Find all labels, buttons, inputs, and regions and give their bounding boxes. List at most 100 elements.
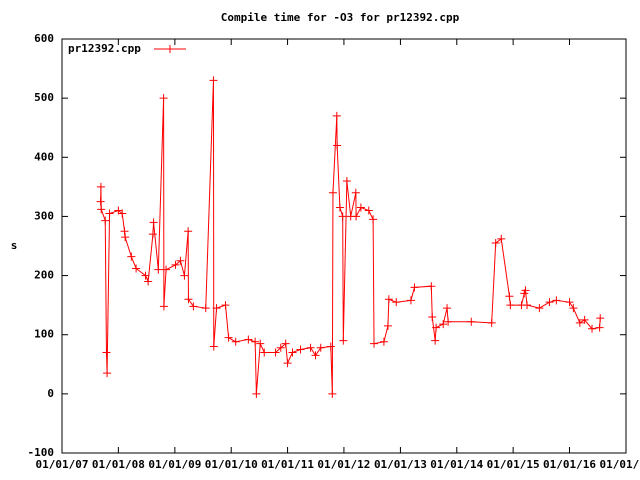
point-marker [283, 359, 292, 368]
point-marker [523, 301, 532, 310]
point-marker [383, 321, 392, 330]
point-marker [328, 188, 337, 197]
point-marker [162, 265, 171, 274]
point-marker [552, 296, 561, 305]
y-tick-label: 300 [34, 209, 54, 222]
point-marker [370, 339, 379, 348]
point-marker [364, 206, 373, 215]
point-marker [487, 318, 496, 327]
point-marker [588, 324, 597, 333]
point-marker [121, 233, 130, 242]
point-marker [120, 227, 129, 236]
point-marker [443, 304, 452, 313]
point-marker [96, 182, 105, 191]
y-tick-label: -100 [28, 446, 55, 459]
point-marker [96, 197, 105, 206]
x-tick-label: 01/01/15 [487, 458, 540, 471]
point-marker [565, 298, 574, 307]
point-marker [176, 256, 185, 265]
point-marker [580, 315, 589, 324]
point-marker [333, 141, 342, 150]
point-marker [105, 209, 114, 218]
point-marker [427, 282, 436, 291]
point-marker [506, 301, 515, 310]
x-tick-label: 01/01/10 [205, 458, 258, 471]
y-tick-label: 600 [34, 32, 54, 45]
y-axis-label: s [11, 239, 18, 252]
point-marker [351, 188, 360, 197]
x-tick-label: 01/01/14 [430, 458, 483, 471]
y-tick-label: 0 [47, 387, 54, 400]
point-marker [575, 318, 584, 327]
x-tick-label: 01/01/07 [36, 458, 89, 471]
point-marker [316, 343, 325, 352]
point-marker [328, 389, 337, 398]
point-marker [356, 203, 365, 212]
point-marker [224, 333, 233, 342]
point-marker [296, 345, 305, 354]
point-marker [102, 348, 111, 357]
point-marker [159, 302, 168, 311]
point-marker [595, 323, 604, 332]
point-marker [352, 212, 361, 221]
point-marker [521, 286, 530, 295]
point-marker [221, 301, 230, 310]
point-marker [201, 304, 210, 313]
point-marker [184, 295, 193, 304]
chart-title: Compile time for -O3 for pr12392.cpp [221, 11, 460, 24]
point-marker [535, 304, 544, 313]
point-marker [288, 348, 297, 357]
point-marker [209, 76, 218, 85]
legend-marker [166, 45, 174, 53]
point-marker [326, 342, 335, 351]
point-marker [189, 302, 198, 311]
point-marker [97, 205, 106, 214]
x-tick-label: 01/01/08 [92, 458, 145, 471]
point-marker [184, 227, 193, 236]
point-marker [231, 337, 240, 346]
point-marker [148, 230, 157, 239]
y-tick-label: 200 [34, 269, 54, 282]
point-marker [545, 298, 554, 307]
point-marker [431, 336, 440, 345]
point-marker [342, 176, 351, 185]
point-marker [569, 304, 578, 313]
point-marker [101, 216, 110, 225]
x-tick-label: 01/01/11 [261, 458, 314, 471]
y-tick-label: 100 [34, 328, 54, 341]
x-tick-label: 01/01/09 [148, 458, 201, 471]
y-tick-label: 500 [34, 91, 54, 104]
point-marker [444, 317, 453, 326]
point-marker [118, 209, 127, 218]
x-tick-label: 01/01/13 [374, 458, 427, 471]
point-marker [209, 342, 218, 351]
point-marker [497, 234, 506, 243]
point-marker [428, 312, 437, 321]
point-marker [491, 239, 500, 248]
point-marker [127, 252, 136, 261]
point-marker [141, 271, 150, 280]
point-marker [281, 339, 290, 348]
point-marker [505, 292, 514, 301]
point-marker [159, 94, 168, 103]
point-marker [338, 212, 347, 221]
point-marker [332, 111, 341, 120]
point-marker [149, 218, 158, 227]
point-marker [467, 317, 476, 326]
point-marker [256, 339, 265, 348]
point-marker [432, 323, 441, 332]
point-marker [251, 337, 260, 346]
point-marker [410, 283, 419, 292]
point-marker [154, 265, 163, 274]
point-marker [384, 295, 393, 304]
point-marker [335, 203, 344, 212]
x-tick-label: 01/01/16 [543, 458, 596, 471]
point-marker [271, 348, 280, 357]
point-marker [311, 351, 320, 360]
point-marker [439, 320, 448, 329]
point-marker [379, 337, 388, 346]
legend-label: pr12392.cpp [68, 42, 141, 55]
point-marker [103, 369, 112, 378]
point-marker [171, 260, 180, 269]
